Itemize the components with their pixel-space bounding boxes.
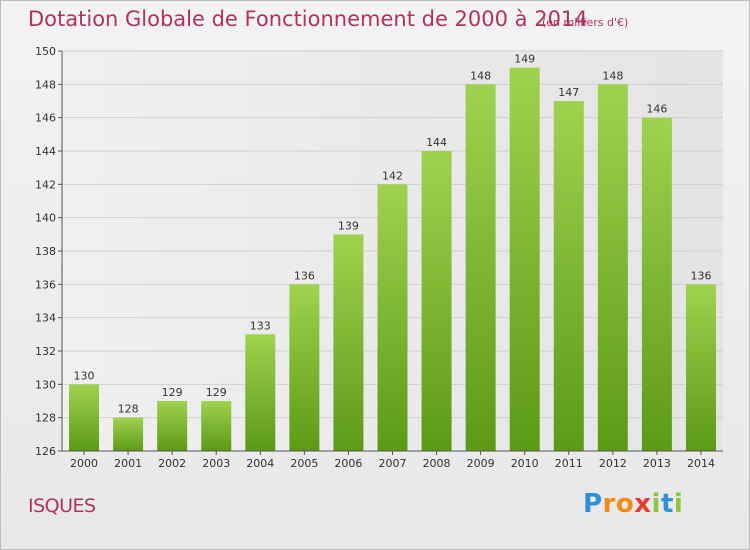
y-tick-label: 136: [35, 278, 56, 291]
y-tick-label: 126: [35, 445, 56, 458]
bar: [157, 401, 188, 451]
data-label: 133: [250, 319, 271, 332]
x-tick-label: 2006: [334, 457, 362, 470]
bar: [685, 284, 716, 451]
y-tick-label: 144: [35, 145, 56, 158]
bar: [377, 184, 408, 452]
x-tick-label: 2010: [511, 457, 539, 470]
data-label: 146: [646, 103, 667, 116]
data-label: 136: [690, 269, 711, 282]
bar: [465, 84, 496, 451]
data-label: 142: [382, 169, 403, 182]
bar: [553, 101, 584, 451]
bar: [641, 117, 672, 452]
y-tick-label: 150: [35, 45, 56, 58]
x-tick-label: 2014: [687, 457, 715, 470]
chart-subtitle: (en milliers d'€): [542, 16, 629, 29]
x-tick-label: 2002: [158, 457, 186, 470]
x-tick-label: 2013: [643, 457, 671, 470]
data-label: 147: [558, 86, 579, 99]
data-label: 129: [206, 386, 227, 399]
x-tick-label: 2001: [114, 457, 142, 470]
axis-layer: 126 128 130 132 134 136 138 140 142 144 146 148 150 2…: [35, 45, 723, 470]
bar: [69, 384, 100, 451]
x-tick-label: 2004: [246, 457, 274, 470]
y-tick-label: 142: [35, 178, 56, 191]
data-label: 139: [338, 219, 359, 232]
bars-layer: 130 128 129 129 133 136 139 142 144 148 149 147 148 1…: [69, 53, 716, 452]
x-tick-label: 2008: [423, 457, 451, 470]
x-tick-label: 2011: [555, 457, 583, 470]
bar: [289, 284, 320, 451]
data-label: 128: [118, 403, 139, 416]
chart-title: Dotation Globale de Fonctionnement de 20…: [28, 7, 588, 31]
bar: [421, 151, 452, 451]
data-label: 129: [162, 386, 183, 399]
bar: [509, 67, 540, 452]
data-label: 148: [470, 69, 491, 82]
bar: [245, 334, 276, 451]
data-label: 144: [426, 136, 447, 149]
commune-name: ISQUES: [28, 495, 96, 517]
x-tick-label: 2000: [70, 457, 98, 470]
data-label: 149: [514, 53, 535, 66]
data-label: 130: [74, 369, 95, 382]
bar: [113, 417, 144, 451]
x-tick-label: 2007: [379, 457, 407, 470]
data-label: 136: [294, 269, 315, 282]
y-tick-label: 132: [35, 345, 56, 358]
data-label: 148: [602, 69, 623, 82]
y-tick-label: 148: [35, 78, 56, 91]
bar: [333, 234, 364, 451]
x-tick-label: 2003: [202, 457, 230, 470]
y-tick-label: 138: [35, 245, 56, 258]
y-tick-label: 140: [35, 212, 56, 225]
x-tick-label: 2012: [599, 457, 627, 470]
x-tick-label: 2009: [467, 457, 495, 470]
bar: [597, 84, 628, 451]
y-tick-label: 130: [35, 378, 56, 391]
x-tick-label: 2005: [290, 457, 318, 470]
proxiti-logo: Proxiti: [583, 489, 684, 519]
bar: [201, 401, 232, 451]
y-tick-label: 146: [35, 112, 56, 125]
y-tick-label: 134: [35, 312, 56, 325]
y-tick-label: 128: [35, 412, 56, 425]
